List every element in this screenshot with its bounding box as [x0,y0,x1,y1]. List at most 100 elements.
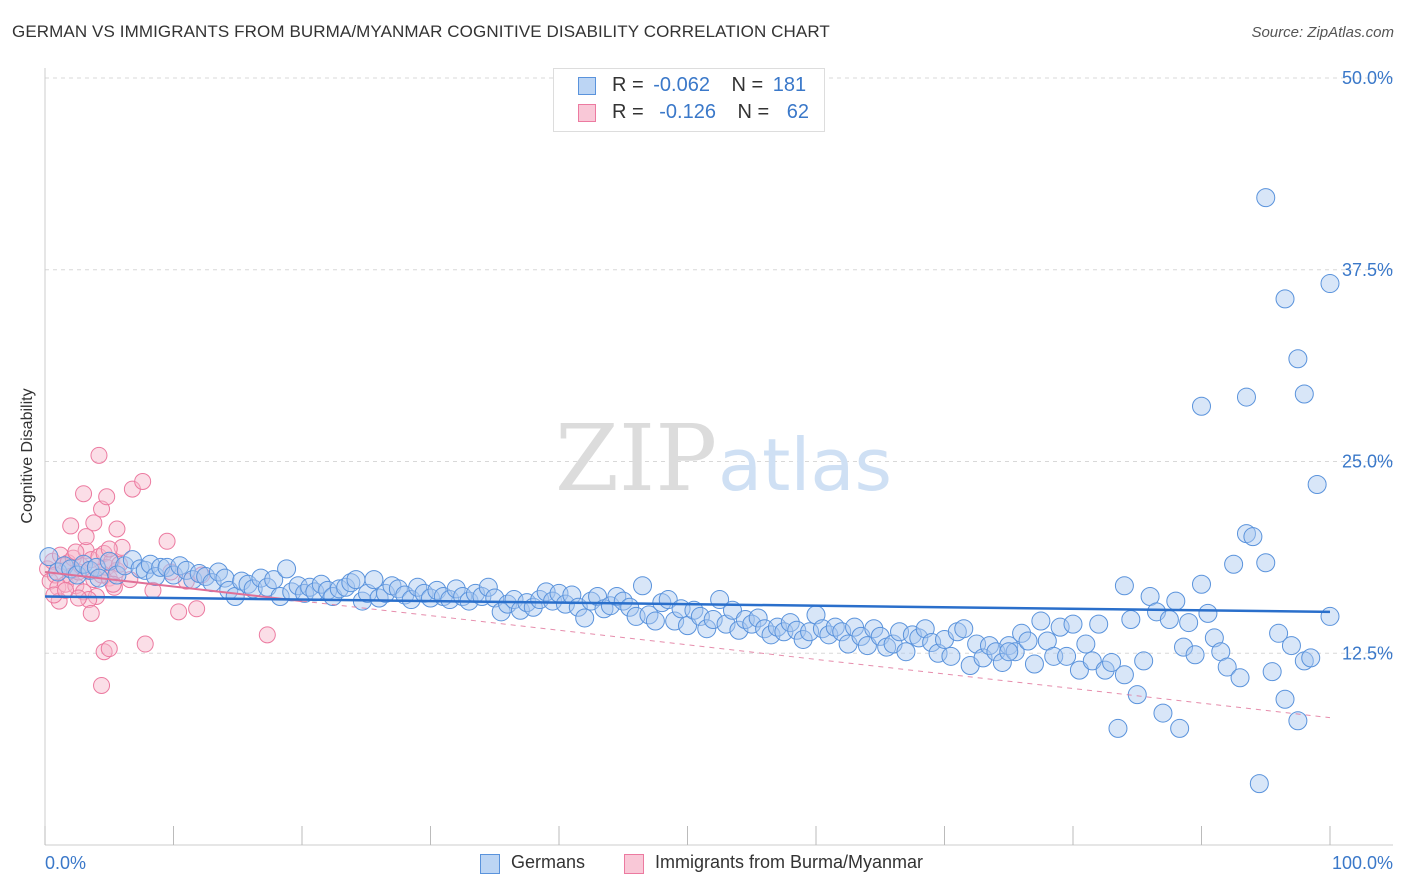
germans-point [999,642,1019,662]
germans-point [588,586,608,606]
germans-point [896,642,916,662]
germans-point [1217,657,1237,677]
germans-point [295,583,315,603]
germans-point [1082,651,1102,671]
germans-point [140,554,160,574]
germans-point [1307,475,1327,495]
germans-point [1174,637,1194,657]
germans-point [1269,623,1289,643]
germans-point [1170,718,1190,738]
germans-point [1063,614,1083,634]
burma-point [100,640,118,658]
germans-point [1262,662,1282,682]
germans-point [575,608,595,628]
legend-r-value: -0.126 [659,101,716,123]
germans-point [761,625,781,645]
germans-point [440,590,460,610]
legend-r-value: -0.062 [653,74,710,96]
germans-point [1320,606,1340,626]
germans-point [376,583,396,603]
germans-point [1236,387,1256,407]
germans-point [800,622,820,642]
germans-point [645,611,665,631]
burma-point [258,626,276,644]
x-tick-label: 100.0% [1332,853,1393,873]
germans-point [329,579,349,599]
burma-point [158,532,176,550]
germans-point [1089,614,1109,634]
y-tick-label: 25.0% [1342,452,1393,472]
germans-point [845,617,865,637]
germans-point [857,636,877,656]
germans-point [992,652,1012,672]
burma-point [82,604,100,622]
watermark-zip: ZIP [555,405,717,512]
axes [44,68,1393,846]
germans-point [973,648,993,668]
germans-point [364,570,384,590]
germans-point [1224,554,1244,574]
germans-point [1275,289,1295,309]
germans-point [890,622,910,642]
y-axis-label: Cognitive Disability [19,388,36,524]
legend-n-label: N = [737,101,770,123]
germans-point [1301,648,1321,668]
germans-point [665,611,685,631]
burma-point [57,581,75,599]
legend-n-value: 62 [786,101,810,123]
germans-trend-line [44,595,1331,614]
germans-point [1294,384,1314,404]
germans-point [1018,631,1038,651]
burma-point [62,517,80,535]
germans-swatch [578,77,596,95]
grid-lines [45,77,1393,654]
germans-point [1134,651,1154,671]
germans-legend-label: Germans [511,852,586,872]
germans-point [1275,689,1295,709]
germans-point [264,570,284,590]
chart-title: GERMAN VS IMMIGRANTS FROM BURMA/MYANMAR … [12,22,830,41]
series-germans-points [39,188,1340,794]
germans-point [954,619,974,639]
burma-legend-swatch [624,854,644,874]
germans-point [543,591,563,611]
germans-point [633,576,653,596]
germans-point [600,596,620,616]
germans-point [703,610,723,630]
germans-point [1012,623,1032,643]
burma-point [108,520,126,538]
germans-point [909,628,929,648]
germans-point [176,560,196,580]
germans-point [1069,660,1089,680]
x-tick-label: 0.0% [45,853,86,873]
burma-point [188,600,206,618]
germans-point [819,625,839,645]
germans-point [1192,396,1211,416]
burma-legend-label: Immigrants from Burma/Myanmar [655,852,924,872]
burma-point [85,514,103,532]
germans-point [1114,576,1134,596]
source-credit: Source: ZipAtlas.com [1251,24,1394,41]
germans-point [115,556,135,576]
correlation-legend: R = -0.062 N = 181 R = -0.126 N = 62 [553,68,825,132]
burma-trend-line [44,570,303,603]
germans-point [1320,274,1340,294]
germans-point [928,643,948,663]
germans-point [504,590,524,610]
burma-swatch [578,104,596,122]
germans-point [1243,527,1263,547]
germans-point [690,606,710,626]
germans-point [277,559,297,579]
germans-point [793,629,813,649]
burma-point [90,446,108,464]
germans-point [1281,636,1301,656]
germans-point [697,619,717,639]
legend-n-label: N = [731,74,764,96]
germans-point [1230,668,1250,688]
burma-point [75,485,93,503]
germans-point [555,594,575,614]
germans-point [1288,711,1308,731]
tick-labels: 12.5% 25.0% 37.5% 50.0% 0.0% 100.0% [45,68,1393,873]
germans-point [864,619,884,639]
germans-point [1204,628,1224,648]
